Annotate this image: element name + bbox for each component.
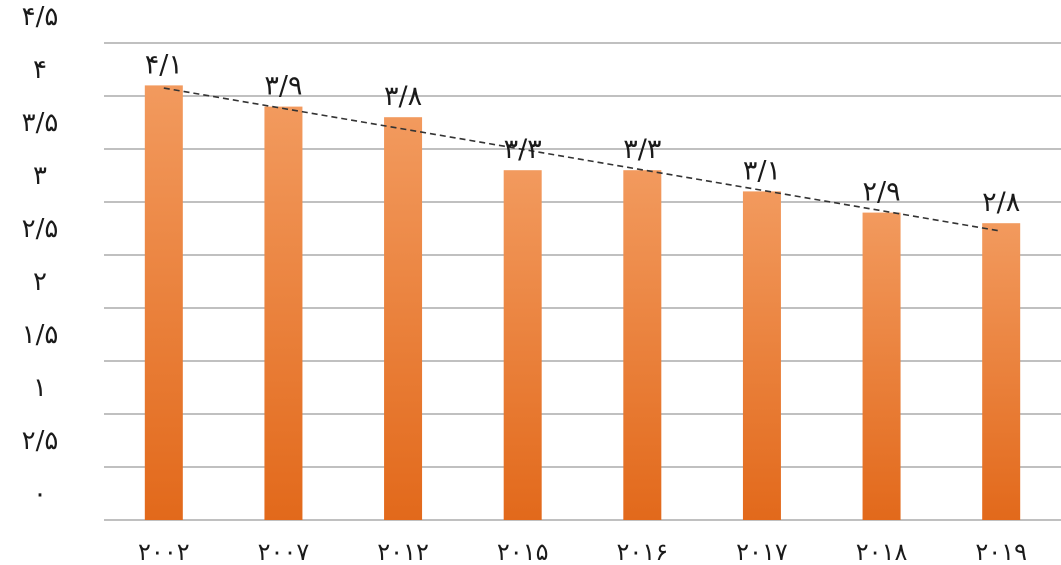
data-label: ۴/۱: [145, 49, 183, 80]
bar: [742, 191, 781, 520]
x-tick-label: ۲۰۱۶: [617, 538, 669, 565]
bar: [862, 212, 901, 520]
y-tick-label: ۳/۵: [22, 108, 59, 138]
trendline-path: [163, 87, 1002, 232]
y-tick-label: ۲: [33, 267, 47, 297]
bar: [623, 170, 662, 520]
x-tick-label: ۲۰۱۵: [497, 538, 549, 565]
bar: [264, 106, 303, 520]
data-label: ۲/۸: [982, 187, 1020, 218]
data-label: ۳/۳: [504, 134, 542, 165]
data-label: ۳/۳: [623, 134, 661, 165]
x-tick-label: ۲۰۱۲: [377, 538, 429, 565]
bar: [144, 85, 183, 521]
x-tick-label: ۲۰۰۷: [258, 538, 310, 565]
y-tick-label: ۲/۵: [22, 426, 59, 456]
y-tick-label: ۲/۵: [22, 214, 59, 244]
y-tick-label: ۳: [33, 161, 47, 191]
x-tick-label: ۲۰۰۲: [138, 538, 190, 565]
bar: [384, 117, 423, 520]
x-tick-label: ۲۰۱۸: [856, 538, 908, 565]
data-label: ۳/۸: [384, 81, 422, 112]
bars: [144, 85, 1021, 521]
data-label: ۲/۹: [863, 177, 901, 208]
y-tick-label: ۱: [33, 373, 47, 403]
data-labels: ۴/۱ ۳/۹ ۳/۸ ۳/۳ ۳/۳ ۳/۱ ۲/۹ ۲/۸: [145, 49, 1020, 218]
bar: [503, 170, 542, 520]
y-tick-label: ۱/۵: [22, 320, 59, 350]
gridlines: [104, 42, 1061, 521]
x-tick-label: ۲۰۱۷: [736, 538, 788, 565]
y-axis-tick-labels: ۰ ۲/۵ ۱ ۱/۵ ۲ ۲/۵ ۳ ۳/۵ ۴ ۴/۵: [22, 2, 59, 509]
y-tick-label: ۴/۵: [22, 2, 59, 32]
y-tick-label: ۴: [33, 55, 47, 85]
x-axis-tick-labels: ۲۰۰۲ ۲۰۰۷ ۲۰۱۲ ۲۰۱۵ ۲۰۱۶ ۲۰۱۷ ۲۰۱۸ ۲۰۱۹: [138, 538, 1027, 565]
data-label: ۳/۱: [743, 155, 781, 186]
data-label: ۳/۹: [264, 71, 302, 102]
y-tick-label: ۰: [33, 479, 47, 509]
bar: [982, 223, 1021, 520]
x-tick-label: ۲۰۱۹: [975, 538, 1027, 565]
trendline: [163, 87, 1002, 232]
